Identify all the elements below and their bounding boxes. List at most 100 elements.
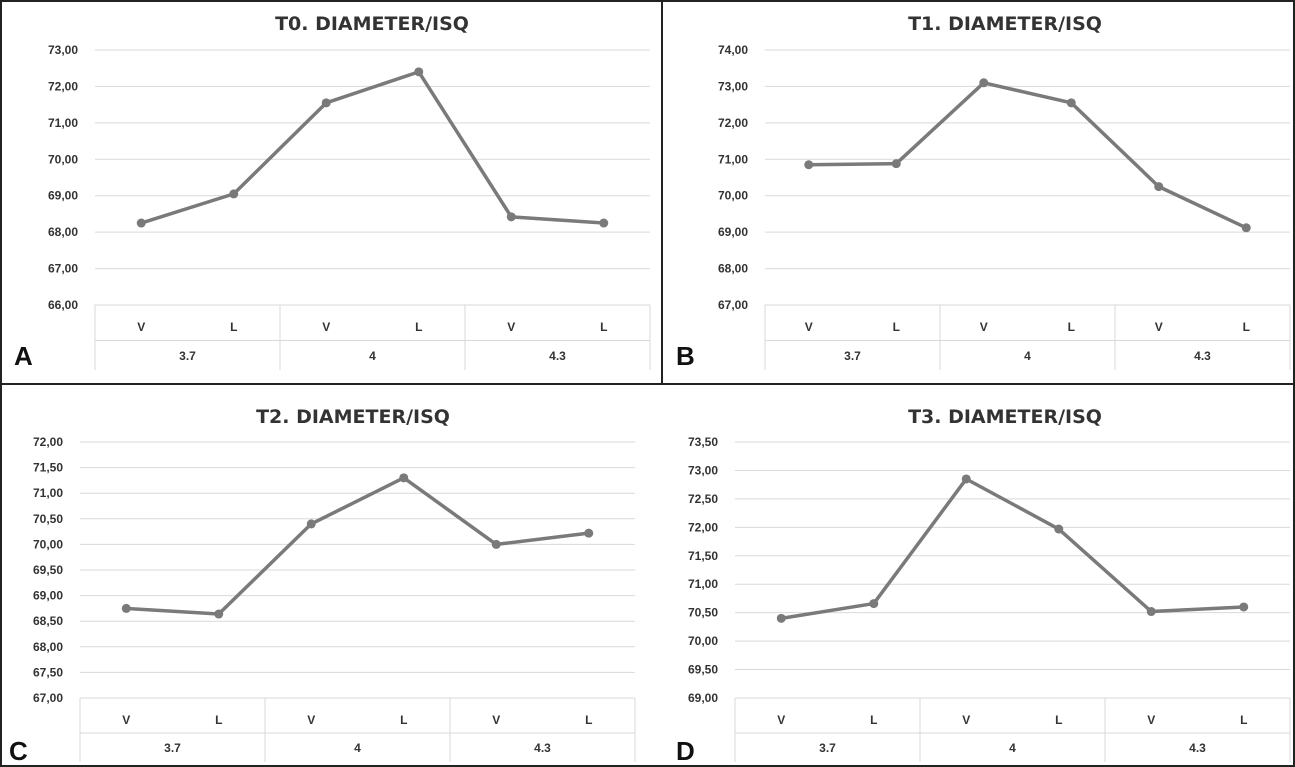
- data-point: [1066, 98, 1076, 108]
- panel-letter: A: [14, 341, 33, 371]
- series-line: [126, 476, 589, 616]
- x-category-label: L: [1243, 320, 1250, 334]
- x-category-label: L: [1068, 320, 1075, 334]
- chart-panel-a: T0. DIAMETER/ISQ 66,00 67,00 68,00 69,00 70,0…: [14, 13, 651, 371]
- y-tick-label: 69,50: [688, 663, 718, 677]
- y-tick-label: 69,00: [718, 225, 748, 239]
- x-category-label: V: [777, 713, 785, 727]
- y-tick-label: 71,00: [33, 486, 63, 500]
- y-tick-label: 73,00: [688, 463, 718, 477]
- y-tick-label: 73,00: [48, 43, 78, 57]
- data-point: [214, 609, 224, 619]
- x-group-label: 4: [1024, 349, 1031, 363]
- data-point: [804, 160, 814, 170]
- series-line: [780, 477, 1244, 621]
- y-tick-label: 67,00: [718, 298, 748, 312]
- y-tick-label: 66,00: [48, 298, 78, 312]
- x-category-label: L: [585, 713, 592, 727]
- data-point: [599, 218, 609, 228]
- data-point: [1054, 524, 1064, 534]
- y-tick-label: 71,00: [718, 152, 748, 166]
- x-group-label: 4: [1009, 741, 1016, 755]
- data-point: [1154, 182, 1164, 192]
- x-category-label: L: [415, 320, 422, 334]
- x-category-label: V: [137, 320, 145, 334]
- chart-title: T2. DIAMETER/ISQ: [256, 406, 450, 428]
- x-category-label: L: [1055, 713, 1062, 727]
- x-category-label: V: [962, 713, 970, 727]
- x-group-label: 4: [354, 741, 361, 755]
- x-group-label: 4.3: [1194, 349, 1211, 363]
- x-category-label: L: [230, 320, 237, 334]
- x-group-label: 3.7: [844, 349, 861, 363]
- x-group-label: 4.3: [534, 741, 551, 755]
- data-point: [584, 528, 594, 538]
- y-tick-label: 67,50: [33, 665, 63, 679]
- data-point: [491, 539, 501, 549]
- x-category-label: L: [893, 320, 900, 334]
- x-category-label: L: [215, 713, 222, 727]
- y-tick-label: 72,00: [718, 116, 748, 130]
- panel-letter: C: [9, 736, 28, 766]
- y-tick-label: 72,00: [48, 79, 78, 93]
- y-tick-label: 71,00: [688, 577, 718, 591]
- x-group-label: 4.3: [549, 349, 566, 363]
- x-category-label: V: [307, 713, 315, 727]
- x-category-label: L: [600, 320, 607, 334]
- x-category-label: L: [870, 713, 877, 727]
- y-tick-label: 70,00: [718, 189, 748, 203]
- chart-panel-c: T2. DIAMETER/ISQ 67,00 67,50 68,00 68,50 69,0…: [9, 406, 636, 766]
- x-category-label: V: [322, 320, 330, 334]
- data-point: [961, 474, 971, 484]
- chart-title: T3. DIAMETER/ISQ: [908, 406, 1102, 428]
- x-category-label: V: [980, 320, 988, 334]
- data-point: [979, 78, 989, 88]
- data-point: [399, 473, 409, 483]
- data-point: [414, 67, 424, 77]
- data-point: [229, 189, 239, 199]
- data-point: [121, 603, 131, 613]
- y-tick-label: 71,50: [33, 461, 63, 475]
- y-tick-label: 67,00: [33, 691, 63, 705]
- chart-panel-b: T1. DIAMETER/ISQ 67,00 68,00 69,00 70,00 71,0…: [676, 13, 1291, 371]
- data-point: [1146, 607, 1156, 617]
- y-tick-label: 70,50: [33, 512, 63, 526]
- y-tick-label: 68,50: [33, 614, 63, 628]
- x-category-label: V: [1155, 320, 1163, 334]
- y-tick-label: 73,50: [688, 435, 718, 449]
- y-tick-label: 70,50: [688, 606, 718, 620]
- y-tick-label: 71,00: [48, 116, 78, 130]
- data-point: [306, 519, 316, 529]
- chart-title: T1. DIAMETER/ISQ: [908, 13, 1102, 35]
- x-group-label: 3.7: [164, 741, 181, 755]
- x-group-label: 3.7: [819, 741, 836, 755]
- data-point: [891, 159, 901, 169]
- y-tick-label: 68,00: [718, 262, 748, 276]
- y-tick-label: 70,00: [688, 634, 718, 648]
- y-tick-label: 72,00: [688, 520, 718, 534]
- x-group-label: 4: [369, 349, 376, 363]
- panel-letter: B: [676, 341, 695, 371]
- x-category-label: L: [1240, 713, 1247, 727]
- x-category-label: V: [492, 713, 500, 727]
- x-category-label: V: [122, 713, 130, 727]
- data-point: [1239, 602, 1249, 612]
- x-category-label: V: [507, 320, 515, 334]
- data-point: [1241, 223, 1251, 233]
- x-category-label: V: [805, 320, 813, 334]
- y-tick-label: 73,00: [718, 79, 748, 93]
- y-tick-label: 69,00: [48, 189, 78, 203]
- x-group-label: 4.3: [1189, 741, 1206, 755]
- y-tick-label: 72,00: [33, 435, 63, 449]
- y-tick-label: 69,00: [33, 589, 63, 603]
- series-line: [140, 70, 604, 225]
- series-line: [808, 81, 1247, 230]
- x-group-label: 3.7: [179, 349, 196, 363]
- data-point: [869, 599, 879, 609]
- y-tick-label: 69,00: [688, 691, 718, 705]
- y-tick-label: 70,00: [33, 537, 63, 551]
- x-category-label: V: [1147, 713, 1155, 727]
- y-tick-label: 67,00: [48, 262, 78, 276]
